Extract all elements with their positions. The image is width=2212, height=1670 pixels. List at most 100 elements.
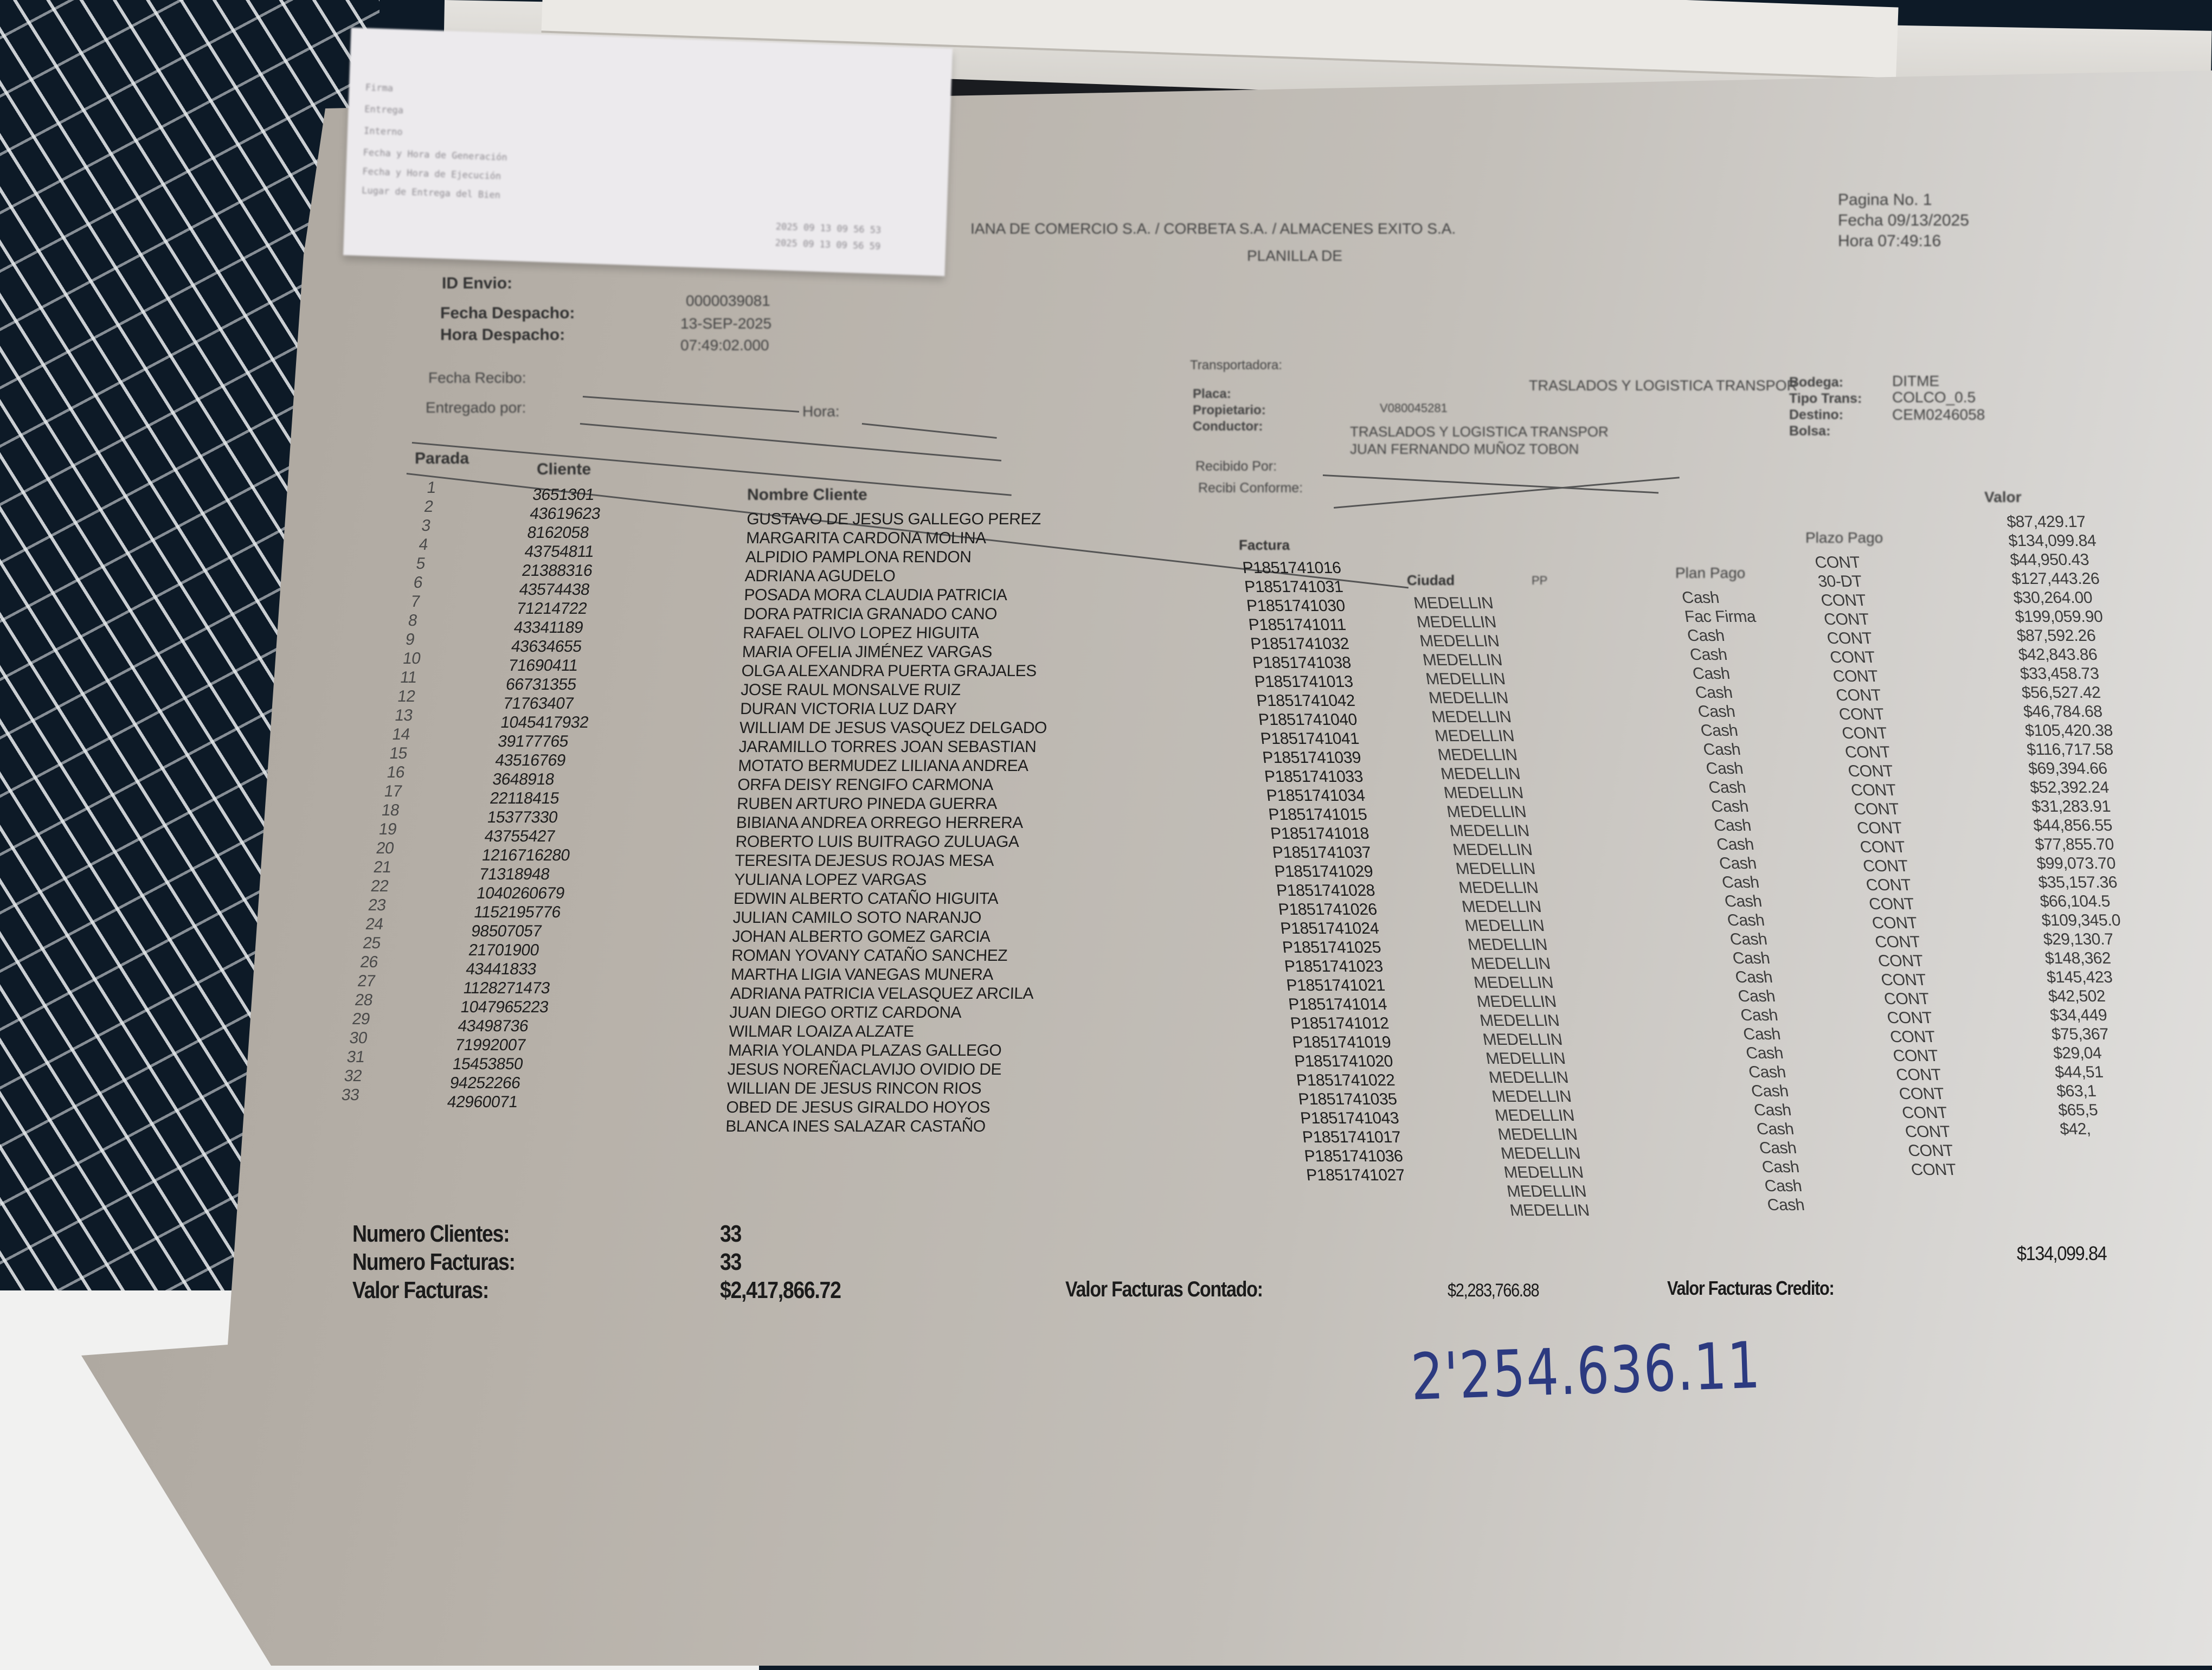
- pagina-value: 1: [1922, 191, 1932, 209]
- id-envio-label: ID Envio:: [442, 274, 513, 292]
- cell-factura: P1851741039: [1261, 749, 1362, 767]
- summary-values: 33 33 $2,417,866.72: [720, 1220, 841, 1305]
- cell-nombre: RUBEN ARTURO PINEDA GUERRA: [736, 795, 998, 813]
- cell-parada: 30: [348, 1029, 369, 1047]
- cell-valor: $42,502: [2047, 987, 2106, 1005]
- cell-parada: 18: [380, 801, 401, 819]
- cell-ciudad: MEDELLIN: [1433, 727, 1516, 745]
- cell-factura: P1851741030: [1245, 597, 1346, 615]
- cell-parada: 11: [399, 669, 418, 686]
- cell-plazo-pago: CONT: [1892, 1047, 1940, 1065]
- credito-label: Valor Facturas Credito:: [1667, 1277, 1835, 1299]
- cell-nombre: WILMAR LOAIZA ALZATE: [728, 1023, 915, 1040]
- numero-facturas-label: Numero Facturas:: [352, 1249, 516, 1275]
- cell-parada: 10: [401, 650, 422, 667]
- cell-parada: 22: [369, 877, 390, 895]
- cell-factura: P1851741036: [1303, 1147, 1404, 1165]
- cell-ciudad: MEDELLIN: [1418, 632, 1501, 650]
- cell-valor: $34,449: [2049, 1006, 2108, 1024]
- transportadora-label: Transportadora:: [1190, 358, 1282, 372]
- cell-parada: 4: [417, 536, 429, 554]
- cell-nombre: MARIA YOLANDA PLAZAS GALLEGO: [728, 1042, 1002, 1059]
- cell-ciudad: MEDELLIN: [1421, 651, 1504, 669]
- transportadora-name: TRASLADOS Y LOGISTICA TRANSPOR: [1529, 377, 1798, 394]
- cell-parada: 32: [343, 1067, 363, 1085]
- cell-nombre: MARGARITA CARDONA MOLINA: [745, 529, 987, 547]
- cell-plazo-pago: CONT: [1855, 819, 1904, 837]
- cell-plan-pago: Cash: [1763, 1177, 1803, 1195]
- cell-factura: P1851741042: [1255, 692, 1356, 710]
- id-envio-value: 0000039081: [686, 292, 770, 309]
- cell-plazo-pago: CONT: [1888, 1028, 1937, 1046]
- cell-factura: P1851741023: [1283, 958, 1384, 975]
- cell-factura: P1851741035: [1297, 1090, 1398, 1108]
- cell-cliente: 1216716280: [480, 846, 571, 864]
- cell-plazo-pago: CONT: [1859, 838, 1907, 856]
- cell-plazo-pago: CONT: [1876, 952, 1925, 970]
- fecha-value: 09/13/2025: [1887, 211, 1969, 229]
- hora-despacho-label: Hora Despacho:: [440, 326, 565, 344]
- cell-ciudad: MEDELLIN: [1493, 1107, 1576, 1125]
- cell-factura: P1851741033: [1263, 768, 1364, 786]
- vehicle-labels: Placa: Propietario: Conductor:: [1193, 386, 1266, 435]
- tipo-trans-label: Tipo Trans:: [1789, 391, 1862, 406]
- cell-cliente: 71318948: [478, 865, 551, 883]
- cell-factura: P1851741013: [1253, 673, 1354, 691]
- fecha-recibo-label: Fecha Recibo:: [428, 369, 526, 386]
- cell-valor: $75,367: [2050, 1025, 2110, 1043]
- cell-factura: P1851741015: [1267, 806, 1368, 824]
- cell-cliente: 43619623: [529, 505, 602, 523]
- cell-valor: $116,717.58: [2025, 741, 2114, 759]
- cell-ciudad: MEDELLIN: [1436, 746, 1519, 764]
- cell-ciudad: MEDELLIN: [1451, 841, 1534, 859]
- cell-ciudad: MEDELLIN: [1412, 594, 1495, 612]
- propietario-label: Propietario:: [1193, 403, 1266, 418]
- cell-plan-pago: Cash: [1715, 836, 1755, 853]
- fecha-label: Fecha: [1838, 211, 1883, 229]
- cell-factura: P1851741024: [1279, 920, 1380, 937]
- cell-nombre: OBED DE JESUS GIRALDO HOYOS: [725, 1099, 991, 1116]
- cell-valor: $44,856.55: [2033, 817, 2113, 834]
- receipt-line: Firma: [365, 82, 394, 94]
- header-nombre-cliente: Nombre Cliente: [747, 486, 867, 504]
- cell-parada: 6: [412, 574, 424, 592]
- cell-parada: 5: [415, 555, 427, 573]
- header-cliente: Cliente: [537, 460, 591, 478]
- cell-cliente: 43755427: [483, 827, 556, 845]
- cell-cliente: 39177765: [497, 733, 570, 750]
- cell-plan-pago: Cash: [1702, 741, 1742, 759]
- cell-plazo-pago: CONT: [1841, 724, 1889, 742]
- sheet-subtitle: PLANILLA DE: [1247, 247, 1342, 264]
- cell-plazo-pago: CONT: [1907, 1142, 1955, 1160]
- cell-ciudad: MEDELLIN: [1475, 993, 1558, 1011]
- cell-factura: P1851741020: [1293, 1052, 1394, 1070]
- entregado-por-label: Entregado por:: [426, 399, 526, 416]
- cell-parada: 27: [356, 972, 377, 990]
- cell-ciudad: MEDELLIN: [1448, 822, 1531, 840]
- receipt-line: Lugar de Entrega del Bien: [361, 185, 501, 201]
- cell-nombre: DURAN VICTORIA LUZ DARY: [740, 700, 957, 718]
- cell-factura: P1851741028: [1275, 882, 1376, 900]
- receipt-line: Entrega: [364, 104, 404, 117]
- cell-factura: P1851741017: [1301, 1128, 1402, 1146]
- cell-ciudad: MEDELLIN: [1506, 1183, 1588, 1200]
- cell-factura: P1851741032: [1249, 635, 1350, 653]
- cell-parada: 1: [426, 479, 438, 497]
- fecha-despacho-value: 13-SEP-2025: [680, 315, 772, 332]
- cell-valor: $145,423: [2046, 968, 2113, 986]
- cell-plan-pago: Cash: [1688, 646, 1728, 664]
- cell-factura: P1851741034: [1265, 787, 1366, 805]
- cell-plazo-pago: CONT: [1898, 1085, 1946, 1103]
- cell-plazo-pago: CONT: [1880, 971, 1928, 989]
- hora-label: Hora: [1838, 232, 1874, 250]
- cell-factura: P1851741040: [1257, 711, 1358, 729]
- cell-nombre: JUAN DIEGO ORTIZ CARDONA: [729, 1004, 962, 1022]
- cell-parada: 15: [388, 744, 409, 762]
- header-parada: Parada: [415, 449, 470, 467]
- cell-nombre: BLANCA INES SALAZAR CASTAÑO: [725, 1117, 986, 1135]
- cell-plazo-pago: CONT: [1882, 990, 1931, 1008]
- cell-cliente: 98507057: [470, 922, 543, 940]
- cell-cliente: 15377330: [486, 808, 559, 826]
- cell-ciudad: MEDELLIN: [1481, 1031, 1564, 1049]
